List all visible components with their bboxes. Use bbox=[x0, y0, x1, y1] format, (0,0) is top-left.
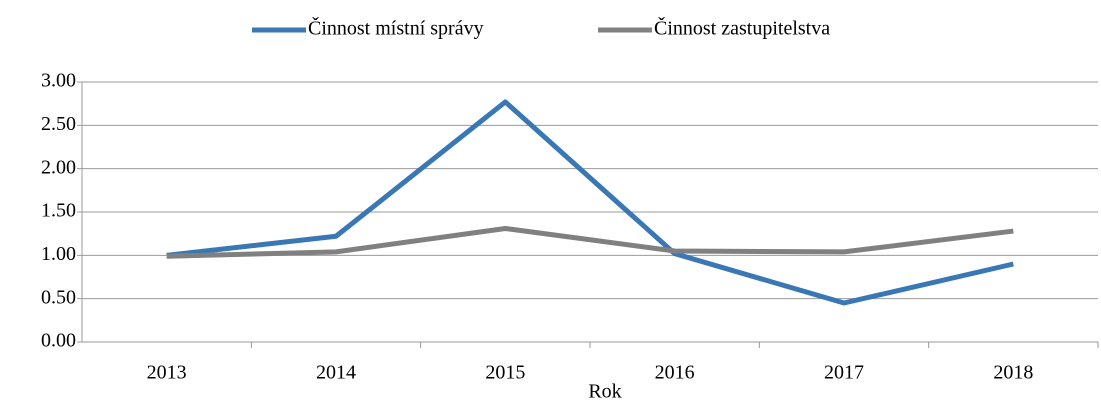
legend-label: Činnost místní správy bbox=[308, 16, 484, 40]
line-series bbox=[166, 225, 1014, 259]
x-tick-label: 2016 bbox=[655, 362, 695, 384]
x-axis-title: Rok bbox=[588, 381, 621, 403]
y-tick-label: 0.50 bbox=[41, 286, 76, 308]
x-tick-label: 2015 bbox=[485, 362, 525, 384]
y-tick-label: 3.00 bbox=[41, 70, 76, 92]
y-tick-label: 1.50 bbox=[41, 200, 76, 222]
x-tick-label: 2013 bbox=[147, 362, 187, 384]
x-tick-label: 2018 bbox=[993, 362, 1033, 384]
y-tick-label: 2.50 bbox=[41, 113, 76, 135]
y-tick-label: 2.00 bbox=[41, 156, 76, 178]
y-tick-label: 0.00 bbox=[41, 330, 76, 352]
y-tick-label: 1.00 bbox=[41, 243, 76, 265]
x-tick-label: 2017 bbox=[824, 362, 864, 384]
x-tick-label: 2014 bbox=[316, 362, 356, 384]
legend-label: Činnost zastupitelstva bbox=[654, 16, 830, 40]
line-series bbox=[166, 99, 1014, 306]
